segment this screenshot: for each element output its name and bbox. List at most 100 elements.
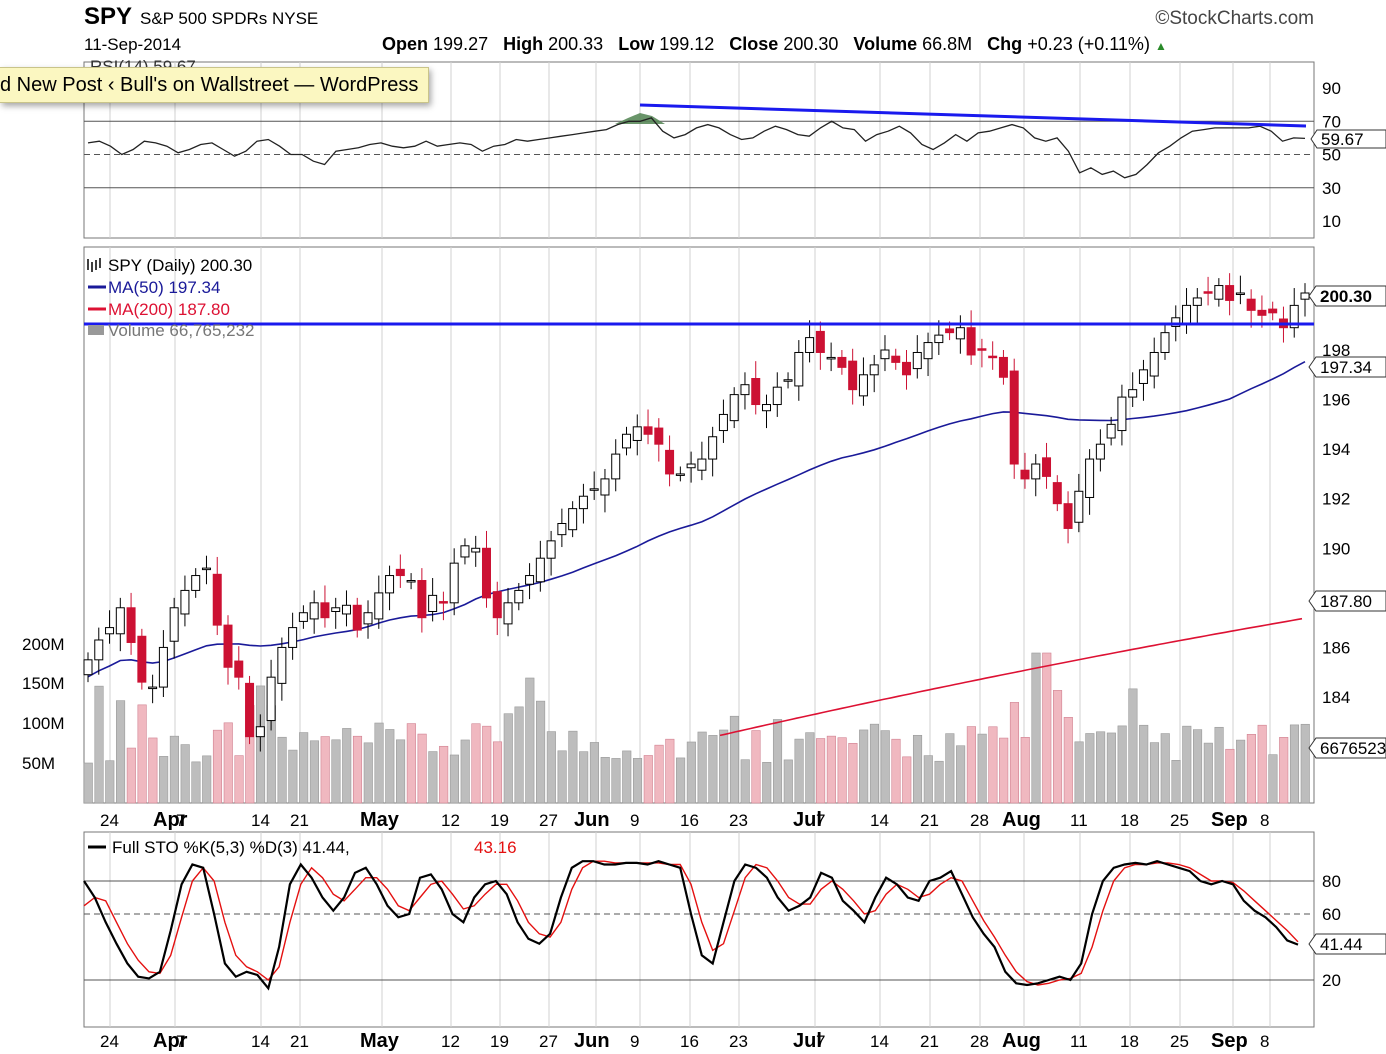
- volume-bar: [869, 723, 880, 804]
- volume-bar: [417, 733, 427, 804]
- x-tick-label: 7: [816, 811, 825, 830]
- volume-bar: [934, 760, 944, 804]
- candle-body: [266, 676, 276, 722]
- x-tick-label: 7: [816, 1032, 825, 1051]
- price-tick-label: 184: [1322, 688, 1350, 707]
- volume-bar: [1160, 733, 1170, 804]
- x-tick-label: 11: [1070, 1032, 1088, 1051]
- candle-body: [1128, 389, 1138, 398]
- candle-body: [880, 349, 890, 360]
- volume-bar: [299, 732, 309, 804]
- browser-tooltip: d New Post ‹ Bull's on Wallstreet — Word…: [0, 67, 430, 103]
- candle-body: [891, 355, 901, 363]
- volume-bar: [966, 726, 976, 804]
- volume-bar: [1246, 734, 1256, 804]
- price-tag-label: 197.34: [1320, 358, 1372, 377]
- candle-body: [288, 627, 298, 648]
- brand-logo[interactable]: ©StockCharts.com: [1155, 8, 1314, 29]
- volume-bar: [611, 758, 621, 804]
- x-tick-label: 12: [441, 1032, 460, 1051]
- volume-bar: [589, 742, 599, 804]
- volume-bar: [643, 755, 653, 804]
- up-arrow-icon: ▲: [1154, 39, 1167, 53]
- sto-tick-label: 20: [1322, 971, 1341, 990]
- candle-body: [298, 612, 308, 622]
- volume-bar: [1117, 725, 1127, 804]
- volume-bar: [1085, 733, 1095, 804]
- candle-body: [1085, 458, 1095, 498]
- x-tick-label: 28: [970, 1032, 989, 1051]
- rsi-value-tag: [1310, 129, 1386, 149]
- volume-bar: [1193, 729, 1203, 804]
- volume-bar: [234, 755, 244, 804]
- price-tick-label: 186: [1322, 638, 1350, 657]
- volume-bar: [999, 737, 1009, 804]
- volume-bar: [816, 738, 826, 804]
- volume-bar: [794, 738, 804, 804]
- candle-body: [331, 607, 341, 612]
- rsi-trendline: [639, 103, 1307, 128]
- x-tick-label: Jul: [793, 809, 822, 831]
- candle-body: [729, 394, 739, 422]
- candle-body: [762, 404, 772, 412]
- candle-body: [94, 639, 104, 661]
- security-name: S&P 500 SPDRs NYSE: [140, 9, 319, 28]
- volume-bar: [116, 700, 126, 804]
- x-tick-label: 9: [630, 1032, 639, 1051]
- candle-body: [697, 458, 707, 471]
- volume-bar: [902, 756, 912, 804]
- price-tick-label: 194: [1322, 440, 1350, 459]
- volume-bar: [148, 737, 158, 804]
- volume-tick-label: 100M: [22, 714, 65, 733]
- volume-bar: [180, 744, 190, 804]
- candle-body: [815, 330, 825, 353]
- price-tag: [1308, 356, 1386, 378]
- candle-body: [525, 575, 535, 585]
- volume-bar: [1214, 726, 1224, 804]
- volume-bar: [762, 762, 772, 804]
- volume-bar: [848, 742, 858, 804]
- candle-body: [1117, 396, 1127, 432]
- candle-body: [126, 607, 136, 643]
- candle-body: [1042, 457, 1052, 477]
- volume-bar: [1149, 742, 1160, 804]
- legend-ma200: MA(200) 187.80: [108, 300, 230, 319]
- volume-bar: [1063, 717, 1073, 804]
- candle-body: [794, 351, 804, 387]
- candle-body: [191, 575, 201, 591]
- price-tag-label: 187.80: [1320, 592, 1372, 611]
- x-tick-label: 16: [680, 811, 699, 830]
- volume-bar: [1171, 760, 1181, 804]
- rsi-value-label: 59.67: [1321, 130, 1364, 149]
- candle-body: [988, 355, 998, 359]
- candle-body: [977, 348, 987, 351]
- candle-body: [945, 328, 955, 334]
- volume-bar: [191, 761, 201, 804]
- volume-bar: [331, 739, 341, 804]
- x-tick-label: 21: [920, 1032, 939, 1051]
- volume-bar: [1268, 754, 1278, 804]
- x-tick-label: 19: [490, 811, 509, 830]
- candle-body: [449, 562, 459, 604]
- volume-bar: [826, 735, 836, 804]
- candle-body: [848, 360, 858, 391]
- sto-tick-label: 60: [1322, 905, 1341, 924]
- candle-body: [158, 646, 168, 688]
- candle-body: [1031, 463, 1041, 480]
- x-tick-label: 21: [290, 811, 309, 830]
- candle-body: [1235, 292, 1245, 295]
- candle-body: [1289, 304, 1299, 329]
- candle-body: [514, 589, 524, 604]
- candle-body: [708, 436, 718, 460]
- volume-bar: [837, 737, 847, 804]
- x-tick-label: 12: [441, 811, 460, 830]
- volume-bar: [223, 722, 233, 804]
- x-tick-label: 8: [1260, 811, 1269, 830]
- candle-body: [1192, 297, 1202, 306]
- volume-bar: [536, 700, 546, 804]
- candle-body: [1225, 285, 1235, 301]
- candle-body: [675, 473, 685, 476]
- volume-bar: [525, 677, 535, 804]
- candle-body: [772, 386, 782, 406]
- volume-bar: [751, 730, 761, 804]
